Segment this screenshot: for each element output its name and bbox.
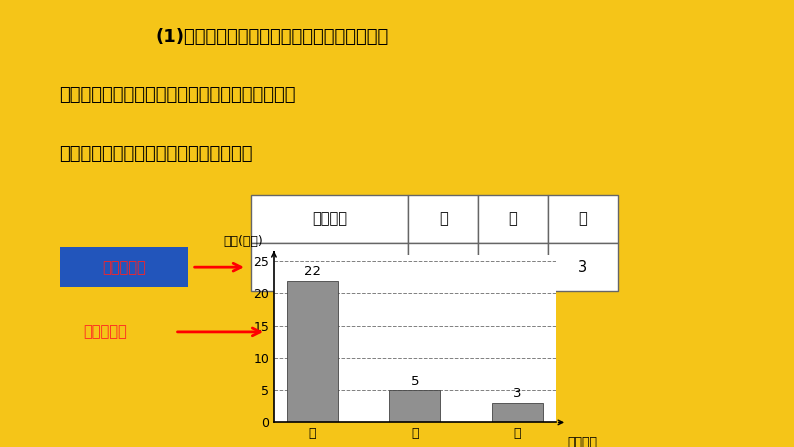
Text: 的英语成绩吗？从你的图表中能看出大部分同学处: 的英语成绩吗？从你的图表中能看出大部分同学处: [60, 86, 296, 105]
Text: 5: 5: [508, 260, 518, 274]
Bar: [548, 243, 618, 291]
Bar: [60, 247, 188, 287]
Text: 22: 22: [304, 265, 321, 278]
Text: 英语成绩: 英语成绩: [567, 436, 597, 447]
Bar: [491, 403, 543, 422]
Bar: [389, 390, 441, 422]
Text: 良: 良: [509, 211, 518, 227]
Text: 人数(频数): 人数(频数): [306, 260, 353, 274]
Bar: [408, 243, 478, 291]
Bar: [287, 281, 338, 422]
Text: 条形统计图: 条形统计图: [83, 325, 127, 339]
Bar: [478, 243, 548, 291]
Text: 中: 中: [579, 211, 588, 227]
Bar: [251, 195, 408, 243]
Text: 频数分布表: 频数分布表: [102, 260, 145, 274]
Bar: [548, 195, 618, 243]
Text: 22: 22: [434, 260, 453, 274]
Bar: [251, 243, 408, 291]
Bar: [408, 195, 478, 243]
Text: 5: 5: [410, 375, 419, 388]
Text: 3: 3: [513, 388, 522, 401]
Text: 人数(频数): 人数(频数): [223, 235, 263, 248]
Bar: [478, 195, 548, 243]
Text: 英语成绩: 英语成绩: [312, 211, 347, 227]
Text: (1)你能用恰当的统计图表表示该班同学入学时: (1)你能用恰当的统计图表表示该班同学入学时: [155, 28, 388, 46]
Text: 于哪个等级？成绩的整体分布情况怎样？: 于哪个等级？成绩的整体分布情况怎样？: [60, 145, 253, 163]
Text: 3: 3: [578, 260, 588, 274]
Text: 优: 优: [439, 211, 448, 227]
